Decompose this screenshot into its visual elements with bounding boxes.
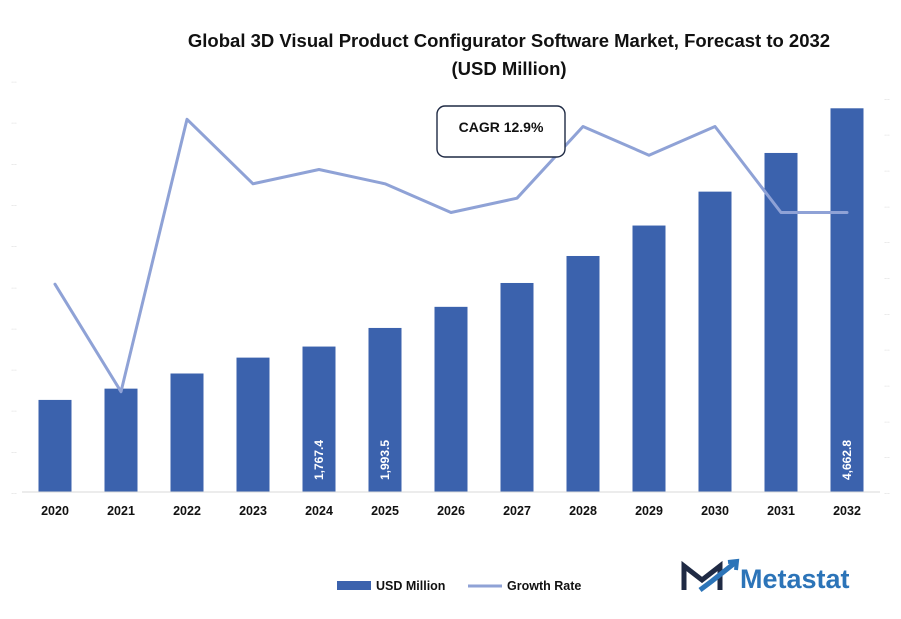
x-tick-label-2029: 2029	[635, 504, 663, 518]
left-tick-label: …	[11, 79, 17, 85]
x-tick-label-2030: 2030	[701, 504, 729, 518]
left-tick-label: …	[11, 367, 17, 373]
bar-2027	[500, 282, 534, 492]
bar-2030	[698, 191, 732, 492]
x-tick-label-2028: 2028	[569, 504, 597, 518]
right-tick-label: …	[884, 311, 890, 317]
cagr-callout-text: CAGR 12.9%	[459, 119, 544, 135]
left-tick-label: …	[11, 120, 17, 126]
left-axis-ticks: … … … … … … … … … … …	[11, 79, 17, 496]
right-tick-label: …	[884, 96, 890, 102]
right-tick-label: …	[884, 275, 890, 281]
x-axis-ticks: 2020 2021 2022 2023 2024 2025 2026 2027 2028 2029…	[41, 504, 861, 518]
right-tick-label: …	[884, 454, 890, 460]
right-tick-label: …	[884, 239, 890, 245]
x-tick-label-2023: 2023	[239, 504, 267, 518]
right-tick-label: …	[884, 203, 890, 209]
legend-label-growth-rate: Growth Rate	[507, 579, 581, 593]
bar-2024	[302, 346, 336, 492]
left-tick-label: …	[11, 284, 17, 290]
growth-rate-line-series	[53, 117, 849, 394]
legend-swatch-usd-million	[337, 581, 371, 590]
metastat-logo-mark-icon	[681, 558, 740, 592]
x-tick-label-2026: 2026	[437, 504, 465, 518]
bar-2022	[170, 373, 204, 492]
x-tick-label-2020: 2020	[41, 504, 69, 518]
left-tick-label: …	[11, 449, 17, 455]
legend: USD Million Growth Rate	[337, 579, 581, 593]
left-tick-label: …	[11, 490, 17, 496]
x-tick-label-2031: 2031	[767, 504, 795, 518]
chart-subtitle: (USD Million)	[451, 58, 566, 79]
left-tick-label: …	[11, 243, 17, 249]
bar-series	[38, 108, 864, 493]
bar-2020	[38, 399, 72, 492]
cagr-callout: CAGR 12.9%	[436, 105, 566, 158]
left-tick-label: …	[11, 202, 17, 208]
bar-data-label-2032: 4,662.8	[840, 440, 854, 480]
bar-2023	[236, 357, 270, 492]
bar-data-label-2025: 1,993.5	[378, 440, 392, 480]
chart-title: Global 3D Visual Product Configurator So…	[188, 30, 830, 51]
left-tick-label: …	[11, 325, 17, 331]
right-tick-label: …	[884, 418, 890, 424]
left-tick-label: …	[11, 161, 17, 167]
right-tick-label: …	[884, 347, 890, 353]
right-tick-label: …	[884, 168, 890, 174]
bar-2026	[434, 306, 468, 492]
x-tick-label-2032: 2032	[833, 504, 861, 518]
x-tick-label-2021: 2021	[107, 504, 135, 518]
left-tick-label: …	[11, 408, 17, 414]
metastat-logo-text: Metastat	[740, 564, 850, 594]
x-tick-label-2027: 2027	[503, 504, 531, 518]
bar-2021	[104, 388, 138, 492]
x-tick-label-2024: 2024	[305, 504, 333, 518]
right-axis-ticks: … … … … … … … … … … … …	[884, 96, 890, 496]
legend-label-usd-million: USD Million	[376, 579, 445, 593]
right-tick-label: …	[884, 383, 890, 389]
metastat-logo: Metastat	[681, 558, 850, 594]
bar-2025	[368, 327, 402, 492]
bar-2031	[764, 152, 798, 493]
x-tick-label-2022: 2022	[173, 504, 201, 518]
bar-2032	[830, 108, 864, 493]
right-tick-label: …	[884, 490, 890, 496]
bar-2029	[632, 225, 666, 492]
cagr-callout-box	[436, 105, 566, 158]
x-tick-label-2025: 2025	[371, 504, 399, 518]
bar-data-label-2024: 1,767.4	[312, 440, 326, 480]
bar-data-labels: 1,767.4 1,993.5 4,662.8	[312, 440, 854, 480]
right-tick-label: …	[884, 132, 890, 138]
bar-2028	[566, 255, 600, 492]
